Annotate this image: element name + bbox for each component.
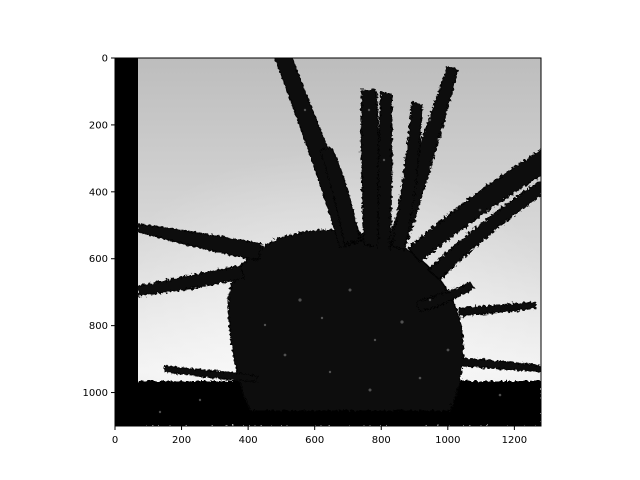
- x-tick-label: 400: [239, 435, 258, 446]
- y-tick-label: 1000: [83, 388, 108, 399]
- plot-frame: [114, 57, 542, 427]
- x-tick-label: 1000: [435, 435, 460, 446]
- y-tick-label: 800: [89, 321, 108, 332]
- x-tick-label: 600: [305, 435, 324, 446]
- x-tick-label: 800: [372, 435, 391, 446]
- x-tick-label: 1200: [502, 435, 527, 446]
- x-tick-label: 0: [112, 435, 118, 446]
- y-tick-label: 200: [89, 120, 108, 131]
- image-heatmap: [115, 58, 541, 426]
- y-tick-label: 600: [89, 254, 108, 265]
- y-tick-label: 0: [102, 54, 108, 65]
- x-axis: 0 200 400 600 800 1000 1200: [112, 426, 527, 446]
- x-tick-label: 200: [172, 435, 191, 446]
- y-axis: 0 200 400 600 800 1000: [83, 54, 115, 399]
- y-tick-label: 400: [89, 187, 108, 198]
